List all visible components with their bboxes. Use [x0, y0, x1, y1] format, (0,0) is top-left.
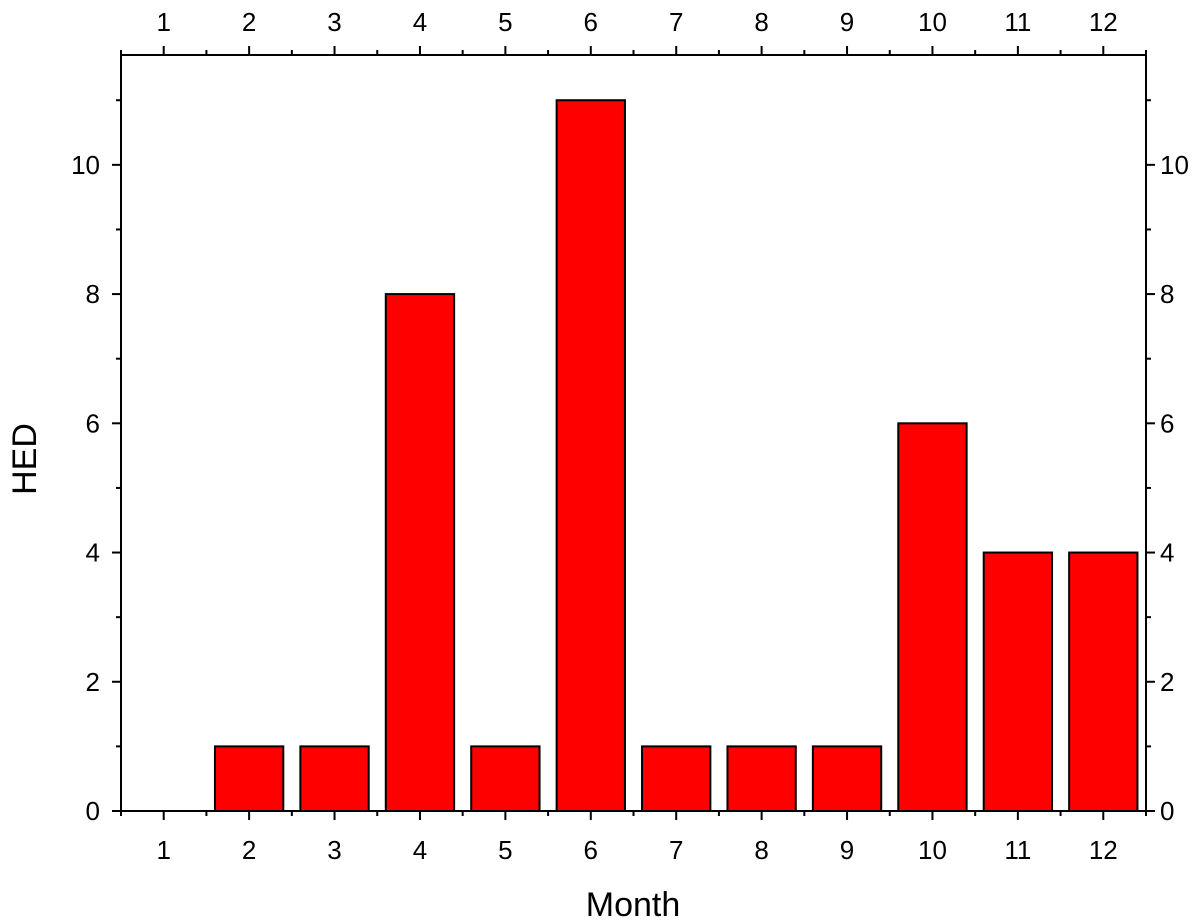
x-tick-label-top: 10	[918, 7, 947, 37]
x-tick-label-bottom: 2	[242, 835, 256, 865]
y-tick-label-left: 2	[86, 667, 100, 697]
y-tick-label-right: 6	[1160, 408, 1174, 438]
bar-month-3	[299, 745, 370, 813]
y-tick-label-left: 4	[86, 538, 100, 568]
x-tick-label-bottom: 10	[918, 835, 947, 865]
x-tick-label-top: 12	[1089, 7, 1118, 37]
x-tick-label-bottom: 5	[498, 835, 512, 865]
x-tick-label-bottom: 12	[1089, 835, 1118, 865]
x-tick-label-top: 5	[498, 7, 512, 37]
x-tick-label-top: 4	[413, 7, 427, 37]
bar-month-8	[726, 745, 797, 813]
y-tick-label-left: 10	[71, 150, 100, 180]
y-tick-label-right: 0	[1160, 796, 1174, 826]
y-tick-label-right: 4	[1160, 538, 1174, 568]
x-axis-title: Month	[586, 886, 681, 922]
y-tick-label-right: 10	[1160, 150, 1189, 180]
x-tick-label-bottom: 7	[669, 835, 683, 865]
bars-layer	[213, 99, 1139, 813]
ticks-layer	[112, 46, 1155, 820]
y-axis-title: HED	[6, 423, 44, 495]
x-tick-label-bottom: 1	[156, 835, 170, 865]
y-tick-label-right: 2	[1160, 667, 1174, 697]
x-tick-label-top: 7	[669, 7, 683, 37]
bar-month-2	[213, 745, 285, 813]
bar-month-4	[384, 293, 456, 812]
x-tick-label-bottom: 6	[584, 835, 598, 865]
x-tick-label-bottom: 4	[413, 835, 427, 865]
bar-month-7	[641, 745, 712, 813]
bar-month-9	[811, 745, 883, 813]
bar-month-12	[1068, 551, 1139, 812]
x-tick-label-top: 11	[1004, 7, 1031, 37]
bar-month-10	[897, 422, 968, 812]
x-tick-label-top: 3	[327, 7, 341, 37]
x-tick-label-bottom: 11	[1004, 835, 1031, 865]
x-tick-label-top: 9	[840, 7, 854, 37]
x-tick-label-bottom: 9	[840, 835, 854, 865]
x-tick-label-top: 2	[242, 7, 256, 37]
bar-month-5	[470, 745, 541, 813]
bar-month-11	[982, 551, 1054, 812]
x-tick-label-top: 8	[754, 7, 768, 37]
y-tick-label-left: 6	[86, 408, 100, 438]
y-tick-label-right: 8	[1160, 279, 1174, 309]
y-tick-label-left: 8	[86, 279, 100, 309]
bar-month-6	[555, 99, 626, 813]
x-tick-label-bottom: 3	[327, 835, 341, 865]
y-tick-label-left: 0	[86, 796, 100, 826]
x-tick-label-bottom: 8	[754, 835, 768, 865]
x-tick-label-top: 6	[584, 7, 598, 37]
x-tick-label-top: 1	[156, 7, 170, 37]
